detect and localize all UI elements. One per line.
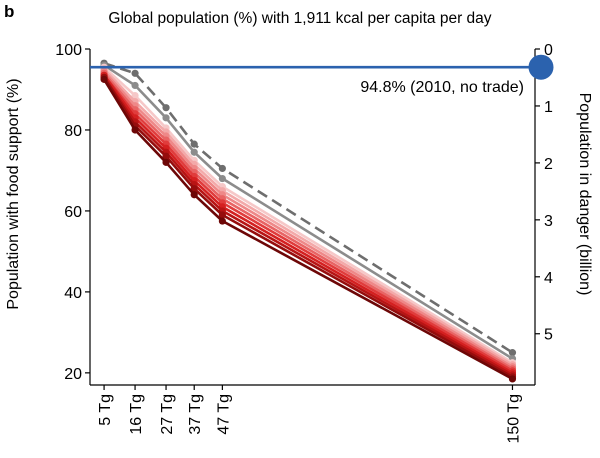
series-line [103, 61, 514, 354]
secondary-y-tick-label: 3 [544, 213, 553, 230]
data-point [218, 174, 226, 183]
y-tick-label: 80 [64, 123, 82, 140]
series-line [103, 72, 514, 370]
data-point [131, 81, 139, 90]
series-line [103, 70, 514, 368]
series-line [103, 74, 514, 375]
x-tick-label: 37 Tg [187, 394, 204, 435]
data-point [508, 349, 517, 357]
y-tick-label: 40 [64, 285, 82, 302]
series-line [103, 74, 514, 372]
data-point [162, 114, 170, 122]
x-tick-label: 5 Tg [97, 394, 114, 426]
series-line [103, 76, 514, 377]
data-point [508, 375, 517, 383]
secondary-y-tick-label: 1 [544, 99, 553, 116]
data-point [218, 217, 226, 225]
data-point [131, 126, 139, 134]
series-2 [100, 61, 517, 363]
data-point [100, 75, 108, 83]
series-layer [100, 59, 517, 383]
data-point [162, 104, 170, 112]
x-tick-label: 47 Tg [215, 394, 232, 435]
data-point [131, 69, 139, 77]
plot-frame: 20 40 60 80 100 0 1 2 3 4 5 5 Tg 16 Tg 27 Tg 37 Tg 47 T… [55, 42, 553, 444]
data-point [218, 211, 226, 219]
y-tick-label: 20 [64, 366, 82, 383]
baseline-annotation: 94.8% (2010, no trade) [360, 79, 524, 96]
series-line [103, 64, 514, 360]
chart-title: Global population (%) with 1,911 kcal pe… [108, 10, 492, 27]
panel-label: b [4, 2, 15, 21]
series-line [102, 78, 514, 381]
secondary-y-tick-label: 0 [544, 42, 553, 59]
secondary-y-tick-label: 5 [544, 327, 553, 344]
baseline-layer [90, 54, 554, 80]
x-tick-label: 150 Tg [505, 394, 522, 444]
series-11 [100, 75, 517, 383]
data-point [190, 148, 198, 156]
data-point [218, 164, 226, 173]
secondary-y-tick-label: 4 [544, 270, 553, 287]
data-point [162, 158, 170, 166]
data-point [131, 91, 139, 100]
y-tick-label: 60 [64, 204, 82, 221]
series-line [103, 76, 514, 379]
series-line [103, 66, 514, 364]
x-tick-label: 27 Tg [159, 394, 176, 435]
x-tick-label: 16 Tg [128, 394, 145, 435]
data-point [190, 191, 198, 199]
series-line [103, 68, 514, 366]
secondary-y-tick-label: 2 [544, 156, 553, 173]
secondary-y-axis-label: Population in danger (billion) [576, 93, 593, 296]
y-axis-label: Population with food support (%) [5, 78, 22, 309]
series-1 [100, 59, 517, 357]
data-point [190, 185, 198, 193]
data-point [190, 140, 198, 148]
data-point [162, 152, 170, 160]
baseline-marker [528, 54, 554, 80]
y-tick-label: 100 [55, 42, 82, 59]
